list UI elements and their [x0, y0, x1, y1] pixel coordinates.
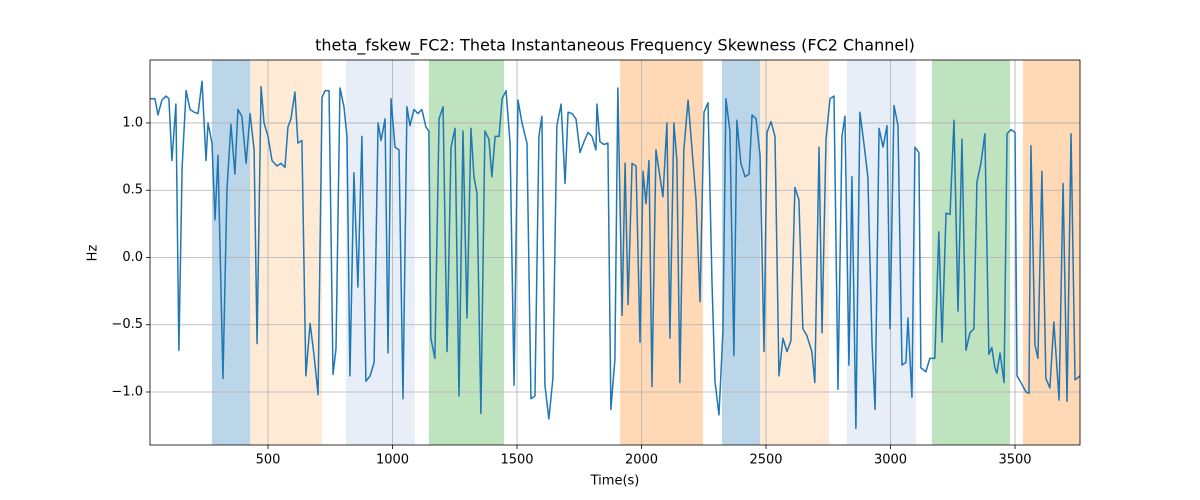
- y-tick-label: 1.0: [122, 115, 143, 130]
- x-tick-label: 3000: [874, 453, 907, 468]
- shaded-region: [760, 60, 830, 445]
- ticks: 500 1000 1500 2000 2500 3000 3500 −1.0 −0.5 0.0 0.…: [111, 115, 1031, 467]
- plot-area: [150, 80, 1080, 430]
- y-tick-label: 0.5: [122, 183, 143, 198]
- x-tick-label: 2000: [625, 453, 658, 468]
- y-tick-label: −0.5: [111, 317, 143, 332]
- x-tick-label: 1500: [500, 453, 533, 468]
- x-tick-label: 3500: [998, 453, 1031, 468]
- data-line: [150, 80, 1080, 430]
- x-tick-label: 2500: [749, 453, 782, 468]
- x-axis-label: Time(s): [590, 474, 640, 489]
- x-tick-label: 1000: [376, 453, 409, 468]
- shaded-region: [428, 60, 505, 445]
- shaded-region: [1022, 60, 1080, 445]
- y-tick-label: 0.0: [122, 250, 143, 265]
- chart-title: theta_fskew_FC2: Theta Instantaneous Fre…: [315, 36, 915, 56]
- x-tick-label: 500: [256, 453, 281, 468]
- shaded-region: [721, 60, 761, 445]
- shaded-region: [846, 60, 916, 445]
- shaded-region: [931, 60, 1011, 445]
- axes-frame: [149, 59, 1081, 446]
- y-axis-label: Hz: [86, 245, 101, 262]
- shaded-region: [250, 60, 323, 445]
- y-tick-label: −1.0: [111, 384, 143, 399]
- shaded-region: [212, 60, 251, 445]
- shaded-region: [620, 60, 704, 445]
